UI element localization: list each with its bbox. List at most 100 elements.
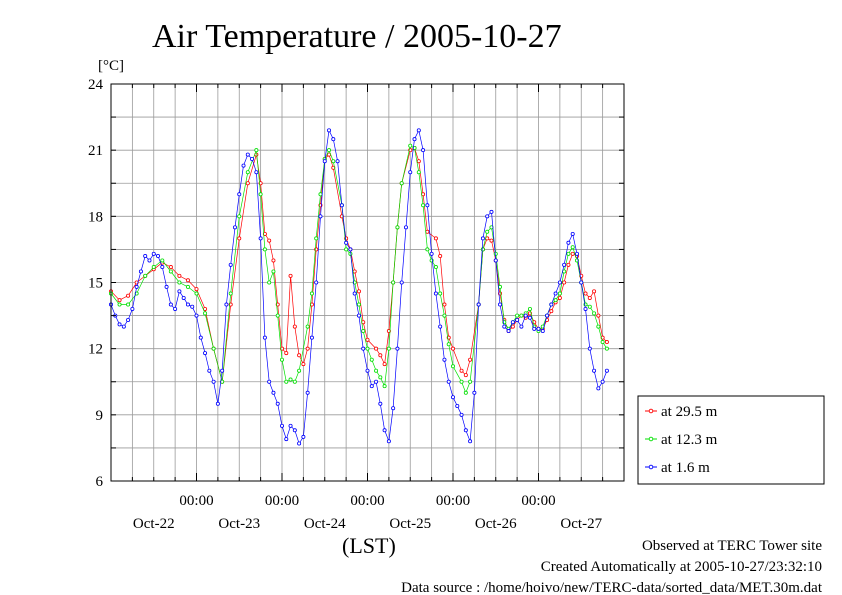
data-point [416, 159, 421, 164]
data-point [160, 265, 165, 270]
data-point [378, 375, 383, 380]
data-point [382, 362, 387, 367]
data-point [374, 368, 379, 373]
data-point [130, 306, 135, 311]
data-point [369, 384, 374, 389]
data-point [365, 337, 370, 342]
data-point [147, 258, 152, 263]
data-point [433, 291, 438, 296]
data-point [562, 262, 567, 267]
data-point [297, 441, 302, 446]
data-point [604, 346, 609, 351]
data-point [126, 302, 131, 307]
data-point [433, 265, 438, 270]
data-point [596, 386, 601, 391]
data-point [592, 368, 597, 373]
data-point [297, 353, 302, 358]
data-point [574, 251, 579, 256]
data-point [570, 251, 575, 256]
data-point [198, 335, 203, 340]
data-point [442, 313, 447, 318]
data-point [275, 313, 280, 318]
data-point [502, 324, 507, 329]
data-point [156, 254, 161, 259]
data-point [433, 236, 438, 241]
data-point [297, 368, 302, 373]
data-point [356, 302, 361, 307]
data-point [468, 357, 473, 362]
data-point [549, 302, 554, 307]
data-point [185, 284, 190, 289]
data-point [245, 181, 250, 186]
x-tick-day-label: Oct-25 [389, 516, 431, 532]
data-point [604, 340, 609, 345]
x-tick-time-label: 00:00 [350, 493, 384, 509]
data-point [450, 346, 455, 351]
data-point [117, 322, 122, 327]
data-point [562, 280, 567, 285]
data-point [510, 324, 515, 329]
x-tick-day-label: Oct-26 [475, 516, 517, 532]
data-point [374, 379, 379, 384]
data-point [356, 289, 361, 294]
data-point [527, 315, 532, 320]
data-point [378, 353, 383, 358]
data-point [412, 137, 417, 142]
data-point [510, 320, 515, 325]
legend-marker [648, 436, 654, 442]
data-point [425, 229, 430, 234]
data-point [361, 346, 366, 351]
x-axis-label: (LST) [342, 533, 396, 558]
data-point [369, 357, 374, 362]
data-point [463, 428, 468, 433]
x-tick-day-label: Oct-22 [133, 516, 175, 532]
data-point [284, 437, 289, 442]
data-point [570, 245, 575, 250]
data-point [258, 236, 263, 241]
data-point [450, 395, 455, 400]
data-point [292, 428, 297, 433]
data-point [442, 302, 447, 307]
data-point [284, 379, 289, 384]
data-point [365, 346, 370, 351]
data-point [352, 291, 357, 296]
data-point [386, 439, 391, 444]
data-point [305, 324, 310, 329]
data-point [271, 269, 276, 274]
data-point [190, 304, 195, 309]
x-tick-day-label: Oct-24 [304, 516, 346, 532]
data-point [540, 329, 545, 334]
data-point [318, 192, 323, 197]
data-point [228, 262, 233, 267]
series [109, 128, 609, 446]
data-point [459, 412, 464, 417]
x-tick-time-label: 00:00 [179, 493, 213, 509]
data-point [455, 404, 460, 409]
data-point [194, 313, 199, 318]
data-point [476, 302, 481, 307]
data-point [489, 209, 494, 214]
x-tick-time-label: 00:00 [436, 493, 470, 509]
data-point [344, 247, 349, 252]
data-point [459, 379, 464, 384]
data-point [421, 148, 426, 153]
data-point [211, 346, 216, 351]
data-point [305, 390, 310, 395]
y-tick-label: 15 [88, 276, 103, 292]
data-point [438, 324, 443, 329]
data-point [143, 254, 148, 259]
data-point [553, 291, 558, 296]
data-point [314, 280, 319, 285]
data-point [566, 240, 571, 245]
data-point [254, 170, 259, 175]
data-point [583, 306, 588, 311]
data-point [472, 390, 477, 395]
x-tick-day-label: Oct-23 [218, 516, 260, 532]
data-point [305, 346, 310, 351]
data-point [408, 170, 413, 175]
data-point [185, 278, 190, 283]
series [109, 143, 609, 395]
data-point [365, 368, 370, 373]
